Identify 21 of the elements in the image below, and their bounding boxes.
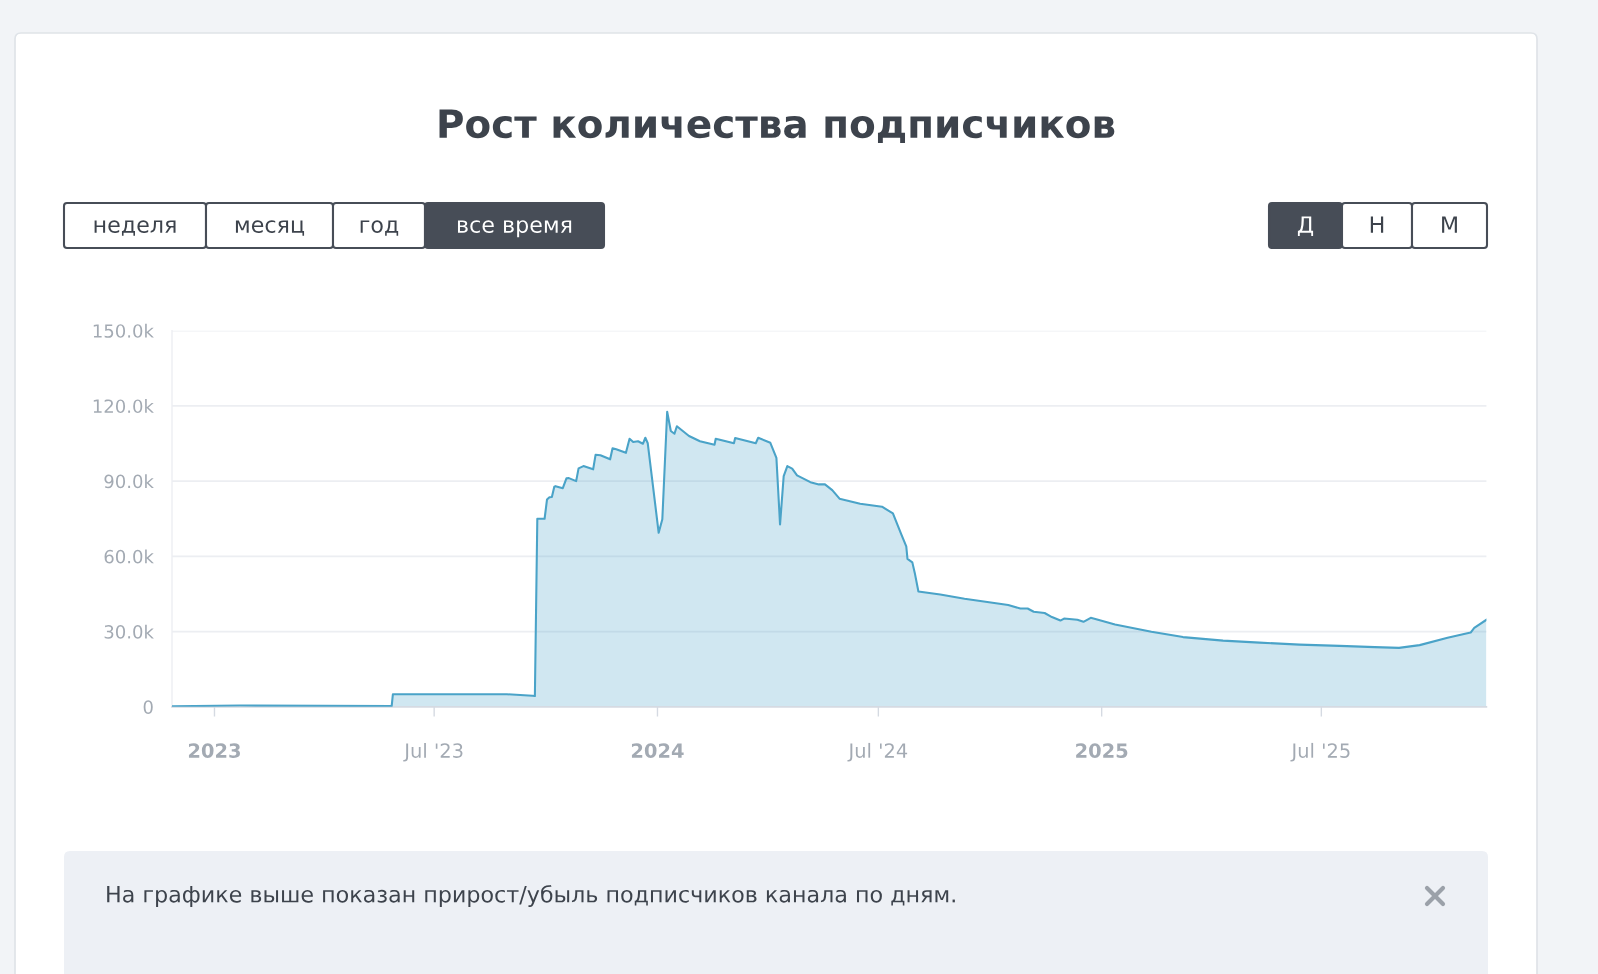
text: Д: [1297, 216, 1314, 237]
text: все время: [457, 220, 572, 238]
x-tick-label: Jul '25: [1290, 742, 1350, 762]
text: неделя: [94, 220, 176, 236]
text: На графике выше показан прирост/убыль подписчиков канала по дням.: [107, 885, 955, 907]
y-tick-label: 60.0k: [104, 549, 154, 564]
y-tick-label: 0: [143, 700, 153, 714]
x-tick-label: 2023: [188, 743, 240, 758]
text: Н: [1370, 216, 1384, 233]
text: М: [1442, 216, 1457, 233]
x-tick-label: 2024: [631, 743, 684, 758]
y-tick-label: 30.0k: [104, 624, 154, 639]
x-tick-label: 2025: [1076, 743, 1128, 758]
y-tick-label: 150.0k: [93, 323, 154, 338]
text: месяц: [235, 220, 305, 236]
x-tick-label: Jul '24: [847, 742, 908, 762]
y-tick-label: 90.0k: [104, 474, 154, 489]
y-tick-label: 120.0k: [93, 399, 154, 414]
text: год: [360, 220, 399, 236]
chart-title: Рост количества подписчиков: [439, 109, 1115, 144]
x-tick-label: Jul '23: [403, 742, 463, 762]
